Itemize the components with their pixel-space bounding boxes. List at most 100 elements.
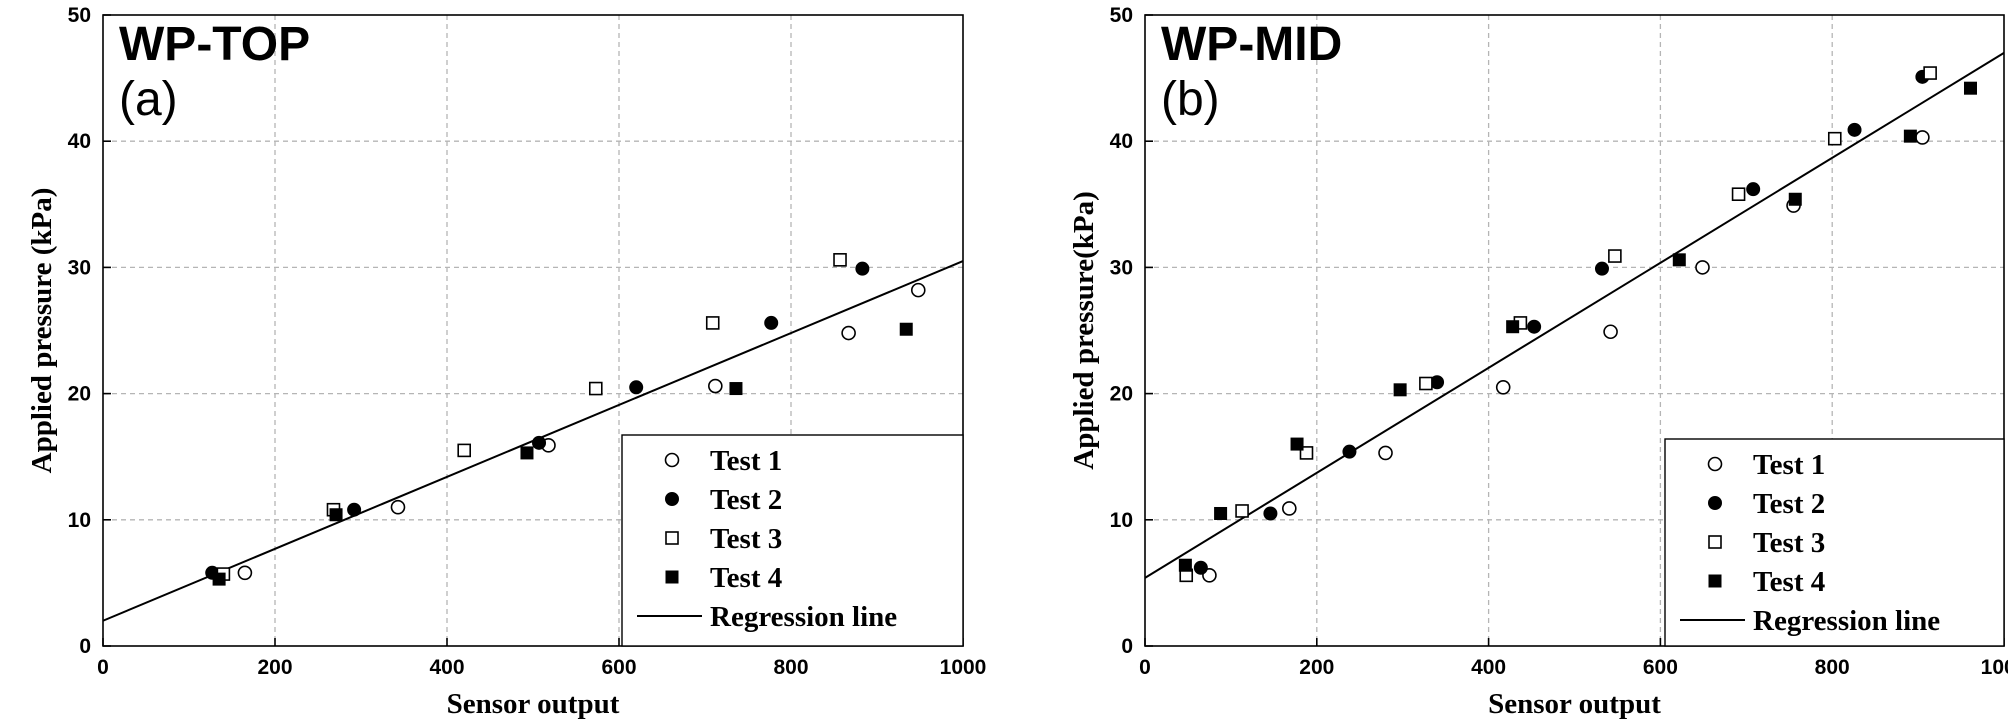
legend-label: Test 4 <box>1753 566 1825 598</box>
legend-label: Test 1 <box>1753 449 1825 481</box>
series-test-4 <box>212 322 913 586</box>
data-point <box>1847 122 1862 137</box>
series-test-4 <box>1178 81 1977 572</box>
panel-label: (a) <box>119 73 178 126</box>
legend-label: Test 1 <box>710 445 782 477</box>
legend-label: Regression line <box>1753 605 1940 637</box>
legend-box <box>621 434 964 647</box>
x-tick-label: 1000 <box>940 656 987 679</box>
x-axis-title: Sensor output <box>1488 688 1661 720</box>
y-tick-label: 0 <box>1121 635 1133 658</box>
data-point <box>910 282 926 298</box>
legend: Test 1 Test 2 Test 3 Test 4 Regression line <box>621 434 964 647</box>
legend-label: Test 2 <box>710 484 782 516</box>
data-point <box>390 499 406 515</box>
x-tick-label: 600 <box>1643 656 1678 679</box>
plot-frame <box>102 14 964 647</box>
legend-marker <box>1707 456 1723 472</box>
panel-title: WP-MID <box>1161 18 1342 71</box>
data-point <box>329 508 343 522</box>
data-point <box>1495 379 1511 395</box>
data-point <box>705 316 720 330</box>
y-tick-label: 10 <box>68 509 91 532</box>
data-point <box>520 446 534 460</box>
data-point <box>729 382 743 396</box>
data-point <box>1263 506 1278 521</box>
legend-marker <box>1708 535 1722 549</box>
data-point <box>1903 129 1917 143</box>
legend-marker <box>1708 574 1722 588</box>
y-tick-label: 40 <box>68 130 91 153</box>
series-test-1 <box>237 282 926 581</box>
data-point <box>1235 504 1249 518</box>
data-point <box>1827 131 1842 146</box>
data-point <box>1788 192 1802 206</box>
data-point <box>1506 320 1520 334</box>
legend-label: Regression line <box>710 601 897 633</box>
data-point <box>532 435 547 450</box>
data-point <box>1393 383 1407 397</box>
data-point <box>1963 81 1977 95</box>
y-tick-label: 50 <box>1110 4 1133 27</box>
x-tick-label: 1000 <box>1981 656 2008 679</box>
data-point <box>212 572 226 586</box>
data-point <box>1923 66 1937 80</box>
series-test-3 <box>1179 66 1937 583</box>
data-point <box>899 322 913 336</box>
data-point <box>1214 506 1228 520</box>
data-point <box>1378 445 1393 461</box>
x-tick-label: 600 <box>601 656 636 679</box>
y-axis-title: Applied pressure(kPa) <box>1068 191 1100 470</box>
legend-label: Test 4 <box>710 562 782 594</box>
chart-panel-b: 0 200 400 600 800 1000 0 10 20 30 40 50 Sensor outpu… <box>1068 4 2008 720</box>
data-point <box>1342 444 1357 459</box>
data-point <box>1178 558 1192 572</box>
data-point <box>1419 376 1433 391</box>
data-point <box>1672 253 1686 267</box>
data-point <box>629 380 644 395</box>
legend-label: Test 2 <box>1753 488 1825 520</box>
data-point <box>841 325 856 341</box>
y-tick-label: 20 <box>1110 383 1133 406</box>
x-tick-label: 400 <box>429 656 464 679</box>
data-point <box>1527 319 1542 334</box>
panel-label: (b) <box>1161 73 1220 126</box>
legend-marker <box>665 492 679 506</box>
x-tick-label: 0 <box>1139 656 1151 679</box>
y-tick-label: 30 <box>1110 256 1133 279</box>
x-tick-label: 400 <box>1471 656 1506 679</box>
x-tick-label: 800 <box>773 656 808 679</box>
legend-marker <box>1708 496 1722 510</box>
data-point <box>1193 560 1208 575</box>
data-point <box>764 315 779 330</box>
data-point <box>708 378 723 394</box>
y-axis-title: Applied pressure (kPa) <box>26 188 58 474</box>
data-point <box>1915 130 1930 145</box>
panel-title: WP-TOP <box>119 18 310 71</box>
legend-label: Test 3 <box>710 523 782 555</box>
data-point <box>1290 437 1304 451</box>
data-point <box>1603 324 1618 340</box>
data-point <box>1746 182 1761 197</box>
data-point <box>1282 501 1297 516</box>
series-test-2 <box>1193 69 1930 575</box>
legend-label: Test 3 <box>1753 527 1825 559</box>
legend-marker <box>664 452 680 468</box>
data-point <box>1608 249 1622 263</box>
y-tick-label: 20 <box>68 383 91 406</box>
y-tick-label: 0 <box>79 635 91 658</box>
x-tick-label: 0 <box>97 656 109 679</box>
y-tick-label: 30 <box>68 256 91 279</box>
data-point <box>1594 261 1609 276</box>
plot-frame <box>1144 14 2005 647</box>
x-axis-title: Sensor output <box>447 688 620 720</box>
data-point <box>457 443 472 458</box>
x-tick-label: 800 <box>1815 656 1850 679</box>
data-point <box>347 502 362 517</box>
data-point <box>855 261 870 276</box>
x-tick-label: 200 <box>257 656 292 679</box>
data-point <box>1695 260 1710 275</box>
y-tick-label: 40 <box>1110 130 1133 153</box>
regression-line <box>1144 52 2005 579</box>
